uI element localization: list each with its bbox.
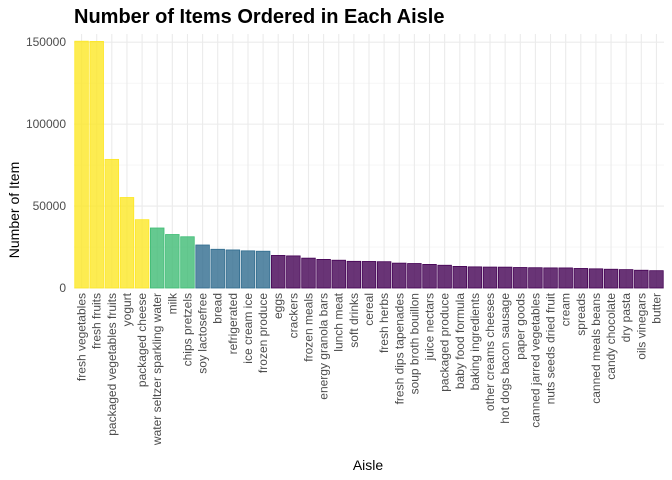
x-tick-label: candy chocolate	[604, 293, 618, 380]
x-tick-label: frozen meals	[301, 293, 315, 362]
x-tick-label: fresh vegetables	[75, 293, 89, 381]
x-tick-label: fresh dips tapenades	[392, 293, 406, 404]
x-tick-label: ice cream ice	[241, 293, 255, 364]
x-tick-label: lunch meat	[332, 292, 346, 351]
x-tick-label: other creams cheeses	[483, 293, 497, 411]
x-tick-label: soft drinks	[347, 293, 361, 348]
y-tick-label: 100000	[26, 117, 66, 131]
bar-packaged-produce	[437, 264, 452, 289]
x-tick-label: frozen produce	[256, 293, 270, 373]
bar-chips-pretzels	[180, 236, 195, 289]
bar-fresh-dips-tapenades	[392, 262, 407, 289]
bar-eggs	[271, 255, 286, 289]
x-tick-label: soup broth bouillon	[407, 293, 421, 394]
y-tick-label: 50000	[33, 199, 67, 213]
x-tick-label: baking ingredients	[468, 293, 482, 390]
y-tick-label: 0	[59, 281, 66, 295]
x-tick-label: paper goods	[513, 293, 527, 360]
bar-crackers	[286, 255, 301, 289]
x-tick-label: baby food formula	[453, 293, 467, 389]
bar-canned-jarred-vegetables	[528, 267, 543, 289]
x-tick-label: energy granola bars	[317, 293, 331, 400]
bar-soy-lactosefree	[195, 244, 210, 289]
bar-milk	[165, 234, 180, 289]
bar-juice-nectars	[422, 264, 437, 289]
bar-water-seltzer-sparkling-water	[149, 227, 165, 289]
x-tick-label: canned meals beans	[589, 293, 603, 404]
bar-baby-food-formula	[452, 266, 467, 289]
x-tick-label: canned jarred vegetables	[528, 293, 542, 428]
x-tick-label: dry pasta	[619, 293, 633, 343]
bar-lunch-meat	[331, 259, 346, 289]
x-tick-label: packaged vegetables fruits	[105, 293, 119, 436]
x-tick-label: hot dogs bacon sausage	[498, 293, 512, 424]
x-tick-label: chips pretzels	[180, 293, 194, 366]
bar-frozen-produce	[255, 250, 271, 289]
x-tick-label: crackers	[286, 293, 300, 338]
bar-energy-granola-bars	[316, 259, 331, 289]
y-axis-ticks: 0 50000 100000 150000	[26, 35, 66, 295]
x-tick-label: packaged cheese	[135, 293, 149, 387]
bar-refrigerated	[225, 249, 241, 289]
bar-cereal	[361, 261, 377, 289]
bar-fresh-vegetables	[74, 40, 89, 289]
y-axis-label: Number of Item	[6, 162, 22, 258]
x-tick-label: milk	[165, 292, 179, 314]
bar-soup-broth-bouillon	[407, 263, 422, 289]
bar-spreads	[573, 268, 589, 289]
bar-other-creams-cheeses	[482, 266, 498, 289]
bar-oils-vinegars	[634, 269, 649, 289]
bars	[74, 40, 664, 289]
bar-butter	[649, 270, 664, 289]
bar-fresh-herbs	[376, 261, 392, 289]
x-tick-label: nuts seeds dried fruit	[544, 292, 558, 404]
bar-frozen-meals	[301, 257, 316, 289]
y-tick-label: 150000	[26, 35, 66, 49]
x-axis-ticks: fresh vegetables fresh fruits packaged veg…	[75, 292, 664, 446]
x-tick-label: packaged produce	[438, 293, 452, 392]
x-tick-label: spreads	[574, 293, 588, 336]
bar-cream	[558, 267, 573, 289]
bar-candy-chocolate	[603, 268, 619, 289]
x-tick-label: yogurt	[120, 292, 134, 326]
x-tick-label: butter	[649, 293, 663, 324]
bar-bread	[210, 248, 225, 289]
bar-canned-meals-beans	[588, 268, 604, 289]
bar-packaged-vegetables-fruits	[104, 158, 120, 289]
bar-dry-pasta	[618, 269, 634, 289]
bar-packaged-cheese	[134, 219, 150, 289]
x-tick-label: eggs	[271, 293, 285, 319]
x-axis-label: Aisle	[353, 457, 384, 473]
x-tick-label: fresh fruits	[90, 293, 104, 349]
x-tick-label: refrigerated	[226, 293, 240, 354]
bar-paper-goods	[513, 267, 528, 289]
x-tick-label: cereal	[362, 293, 376, 326]
bar-hot-dogs-bacon-sausage	[497, 266, 513, 289]
x-tick-label: juice nectars	[423, 293, 437, 361]
bar-ice-cream-ice	[240, 250, 256, 289]
x-tick-label: oils vinegars	[634, 293, 648, 360]
x-tick-label: water seltzer sparkling water	[150, 293, 164, 446]
bar-fresh-fruits	[89, 41, 104, 289]
x-tick-label: cream	[559, 293, 573, 326]
bar-nuts-seeds-dried-fruit	[543, 267, 558, 289]
bar-baking-ingredients	[467, 266, 483, 289]
x-tick-label: bread	[211, 293, 225, 324]
bar-soft-drinks	[346, 260, 362, 289]
x-tick-label: soy lactosefree	[196, 293, 210, 374]
bar-yogurt	[119, 197, 135, 289]
x-tick-label: fresh herbs	[377, 293, 391, 353]
chart-title: Number of Items Ordered in Each Aisle	[74, 6, 445, 28]
